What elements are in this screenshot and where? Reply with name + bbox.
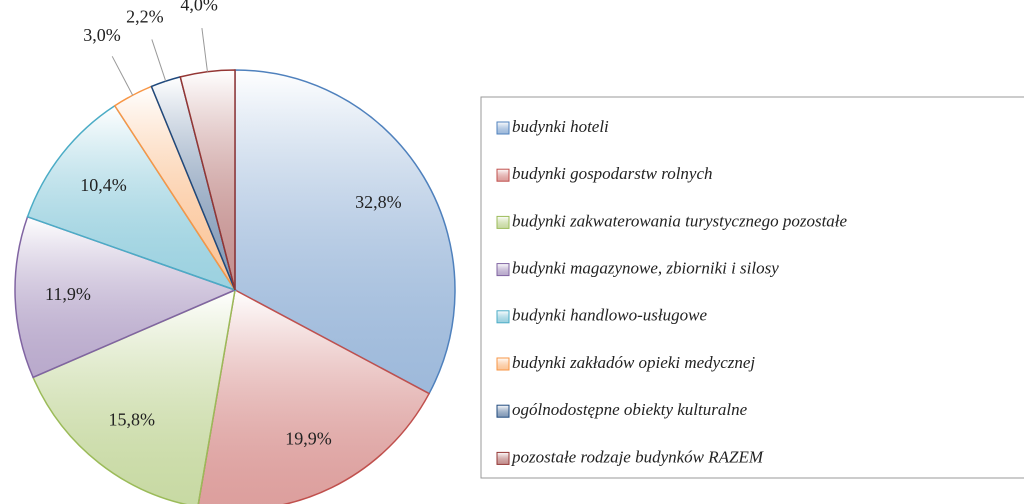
- legend-label: budynki zakładów opieki medycznej: [512, 353, 755, 372]
- legend-label: budynki gospodarstw rolnych: [512, 164, 713, 183]
- pie-slice: [197, 288, 431, 504]
- data-label: 10,4%: [80, 175, 127, 195]
- legend-label: budynki handlowo-usługowe: [512, 306, 707, 325]
- legend-swatch: [496, 404, 510, 418]
- legend-swatch: [496, 121, 510, 135]
- legend-label: budynki hoteli: [512, 117, 609, 136]
- pie-slice: [26, 104, 237, 292]
- legend-label: budynki magazynowe, zbiorniki i silosy: [512, 259, 779, 278]
- legend-label: budynki zakwaterowania turystycznego poz…: [512, 211, 848, 230]
- legend-swatch: [496, 263, 510, 277]
- data-label: 3,0%: [83, 25, 121, 45]
- leader-line: [151, 39, 167, 82]
- legend-swatch: [496, 310, 510, 324]
- legend-label: ogólnodostępne obiekty kulturalne: [512, 400, 748, 419]
- leader-line: [111, 56, 134, 96]
- pie-slice: [32, 288, 236, 504]
- pie-slice: [234, 69, 456, 395]
- legend-swatch: [496, 357, 510, 371]
- data-label: 11,9%: [45, 284, 91, 304]
- data-label: 15,8%: [108, 410, 155, 430]
- leader-line: [201, 28, 208, 72]
- pie-slice: [14, 215, 238, 379]
- legend-label: pozostałe rodzaje budynków RAZEM: [511, 447, 764, 466]
- pie-slice: [179, 69, 236, 291]
- data-label: 19,9%: [285, 428, 332, 448]
- legend-swatch: [496, 451, 510, 465]
- data-label: 32,8%: [355, 192, 402, 212]
- legend-box: [480, 96, 1024, 479]
- data-label: 4,0%: [180, 0, 218, 14]
- data-label: 2,2%: [126, 7, 164, 27]
- legend-swatch: [496, 168, 510, 182]
- legend-swatch: [496, 215, 510, 229]
